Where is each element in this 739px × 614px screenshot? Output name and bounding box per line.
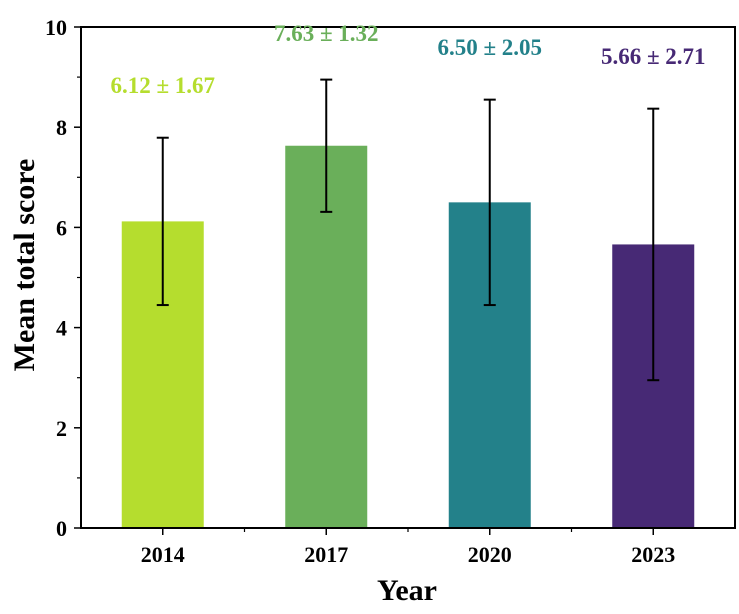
y-axis-title: Mean total score	[8, 159, 41, 372]
axes-layer	[74, 26, 736, 535]
value-label-2014: 6.12 ± 1.67	[110, 73, 215, 98]
x-tick-label-2014: 2014	[141, 542, 185, 567]
x-tick-label-2023: 2023	[631, 542, 675, 567]
value-label-2023: 5.66 ± 2.71	[601, 44, 706, 69]
value-label-2017: 7.63 ± 1.32	[274, 21, 379, 46]
y-tick-label-2: 2	[56, 416, 67, 441]
x-tick-label-2017: 2017	[304, 542, 348, 567]
error-bars-layer	[156, 78, 660, 382]
bars-layer	[121, 145, 695, 528]
y-tick-label-6: 6	[56, 215, 67, 240]
y-tick-label-0: 0	[56, 516, 67, 541]
y-tick-label-4: 4	[56, 316, 67, 341]
x-tick-label-2020: 2020	[468, 542, 512, 567]
value-label-2020: 6.50 ± 2.05	[437, 35, 542, 60]
y-tick-label-8: 8	[56, 115, 67, 140]
x-axis-title: Year	[377, 574, 437, 607]
labels-layer: 6.12 ± 1.67 2014 7.63 ± 1.32 2017 6.50 ± 2.0…	[45, 15, 706, 567]
plot-frame	[80, 26, 736, 529]
y-tick-label-10: 10	[45, 15, 67, 40]
